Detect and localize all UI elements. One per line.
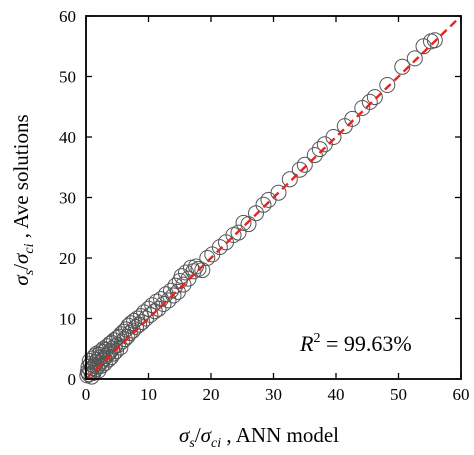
data-point-104 xyxy=(306,147,323,164)
x-tick-label-30: 30 xyxy=(265,385,282,404)
data-point-88 xyxy=(194,262,211,279)
data-point-50 xyxy=(116,331,133,348)
data-point-109 xyxy=(344,110,361,127)
axis-ticks: 0 10 20 30 40 50 60 0 10 20 30 40 50 60 xyxy=(59,7,470,404)
x-tick-label-50: 50 xyxy=(390,385,407,404)
data-point-107 xyxy=(325,129,342,145)
data-point-111 xyxy=(361,93,378,110)
y-tick-label-30: 30 xyxy=(59,189,76,208)
data-point-84 xyxy=(183,259,199,276)
y-axis-title: σs/σci , Ave solutions xyxy=(9,114,37,285)
data-point-74 xyxy=(160,292,177,309)
r-squared-value: = 99.63% xyxy=(320,331,411,356)
data-point-102 xyxy=(291,161,308,178)
y-tick-label-10: 10 xyxy=(59,310,76,329)
data-point-98 xyxy=(255,196,272,213)
data-point-81 xyxy=(175,276,192,293)
data-point-52 xyxy=(119,328,136,345)
data-point-103 xyxy=(296,156,313,173)
data-point-118 xyxy=(426,32,443,49)
y-tick-label-40: 40 xyxy=(59,128,76,147)
r-squared-annotation: R2 = 99.63% xyxy=(299,331,412,356)
data-point-89 xyxy=(199,250,216,266)
x-tick-label-0: 0 xyxy=(82,385,91,404)
x-axis-title: σs/σci , ANN model xyxy=(179,423,339,451)
data-point-105 xyxy=(311,141,328,158)
data-point-72 xyxy=(155,296,172,312)
data-point-115 xyxy=(406,50,423,67)
x-tick-label-40: 40 xyxy=(328,385,345,404)
y-tick-label-0: 0 xyxy=(68,370,77,389)
data-point-96 xyxy=(240,216,257,233)
y-tick-label-20: 20 xyxy=(59,249,76,268)
data-point-112 xyxy=(366,89,383,106)
data-points xyxy=(79,32,443,385)
data-point-66 xyxy=(142,306,159,323)
r-squared-power: 2 xyxy=(313,331,320,346)
r-squared-symbol: R xyxy=(299,331,314,356)
data-point-59 xyxy=(129,310,146,327)
data-point-113 xyxy=(379,77,396,93)
x-tick-label-20: 20 xyxy=(203,385,220,404)
reference-line-y-equals-x xyxy=(85,15,462,380)
data-point-70 xyxy=(150,300,167,317)
x-tick-label-10: 10 xyxy=(140,385,157,404)
y-tick-label-60: 60 xyxy=(59,7,76,26)
data-point-80 xyxy=(173,268,190,285)
data-point-95 xyxy=(235,214,252,231)
data-point-101 xyxy=(281,171,298,188)
data-point-100 xyxy=(270,184,287,201)
data-point-76 xyxy=(165,287,182,304)
y-tick-label-50: 50 xyxy=(59,68,76,87)
data-point-54 xyxy=(121,325,138,341)
data-point-58 xyxy=(128,319,144,335)
x-tick-label-60: 60 xyxy=(453,385,470,404)
data-point-94 xyxy=(230,224,247,241)
data-point-56 xyxy=(124,322,141,339)
data-point-91 xyxy=(211,239,228,256)
